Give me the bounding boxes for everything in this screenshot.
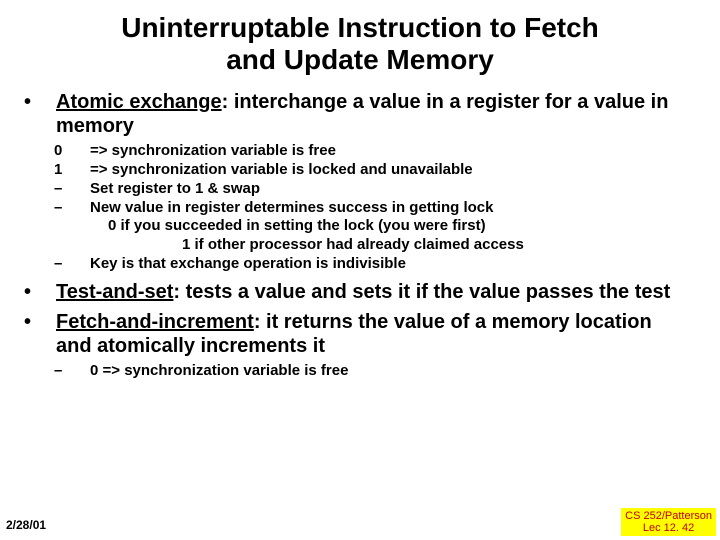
bullets-container: • Atomic exchange: interchange a value i… <box>30 90 690 380</box>
slide-title: Uninterruptable Instruction to Fetch and… <box>30 12 690 76</box>
bullet-term: Fetch-and-increment <box>56 311 254 333</box>
sub-item-marker: – <box>72 180 90 199</box>
sub-item-marker: – <box>72 199 90 218</box>
sub-item-text: New value in register determines success… <box>90 199 493 216</box>
bullet-dot-icon: • <box>40 90 56 114</box>
sub-item: 1=> synchronization variable is locked a… <box>72 161 690 180</box>
footer-right-line2: Lec 12. 42 <box>643 522 694 534</box>
sub-item-marker: – <box>72 255 90 274</box>
sub-item-marker: 1 <box>72 161 90 180</box>
footer-date: 2/28/01 <box>6 518 46 532</box>
sub-sub-line: 0 if you succeeded in setting the lock (… <box>72 217 690 236</box>
sub-item-text: Key is that exchange operation is indivi… <box>90 255 406 272</box>
bullet-term: Atomic exchange <box>56 91 222 113</box>
sub-item: –Key is that exchange operation is indiv… <box>72 255 690 274</box>
main-bullet: • Atomic exchange: interchange a value i… <box>40 90 690 138</box>
title-line2: and Update Memory <box>226 44 494 75</box>
bullet-dot-icon: • <box>40 280 56 304</box>
sub-item-text: => synchronization variable is locked an… <box>90 161 473 178</box>
sub-item-text: 0 => synchronization variable is free <box>90 362 348 379</box>
sub-item: –0 => synchronization variable is free <box>72 362 690 381</box>
sub-list: –0 => synchronization variable is free <box>72 362 690 381</box>
footer-right-line1: CS 252/Patterson <box>625 510 712 522</box>
sub-item-text: => synchronization variable is free <box>90 142 336 159</box>
bullet-rest: : tests a value and sets it if the value… <box>173 281 670 303</box>
main-bullet: • Test-and-set: tests a value and sets i… <box>40 280 690 304</box>
sub-list: 0=> synchronization variable is free1=> … <box>72 142 690 273</box>
bullet-dot-icon: • <box>40 310 56 334</box>
sub-item: –Set register to 1 & swap <box>72 180 690 199</box>
title-line1: Uninterruptable Instruction to Fetch <box>121 12 599 43</box>
sub-item: –New value in register determines succes… <box>72 199 690 218</box>
sub-item: 0=> synchronization variable is free <box>72 142 690 161</box>
bullet-term: Test-and-set <box>56 281 173 303</box>
sub-item-marker: 0 <box>72 142 90 161</box>
sub-item-text: Set register to 1 & swap <box>90 180 260 197</box>
main-bullet: • Fetch-and-increment: it returns the va… <box>40 310 690 358</box>
footer-right: CS 252/Patterson Lec 12. 42 <box>621 508 716 536</box>
sub-item-marker: – <box>72 362 90 381</box>
sub-sub-line: 1 if other processor had already claimed… <box>72 236 690 255</box>
